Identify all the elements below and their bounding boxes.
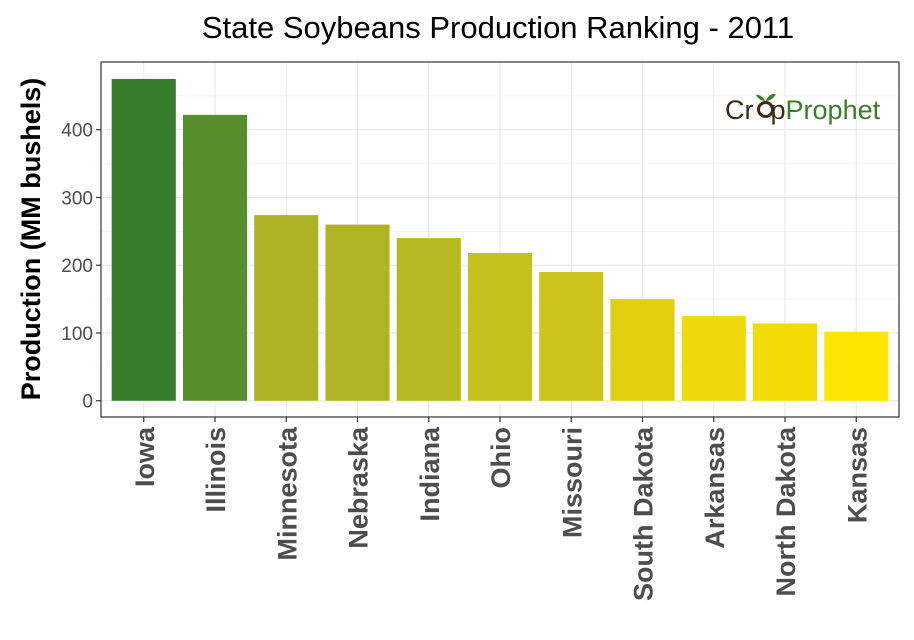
x-tick-label: Illinois [201, 427, 231, 513]
bar [752, 323, 818, 401]
bar [254, 215, 319, 401]
y-tick-label: 300 [61, 188, 93, 209]
bar [681, 316, 746, 401]
x-tick-label: South Dakota [629, 426, 659, 601]
x-tick-label: Ohio [486, 427, 516, 489]
x-tick-label: Minnesota [272, 426, 302, 560]
y-tick-label: 400 [61, 121, 93, 142]
chart-title: State Soybeans Production Ranking - 2011 [202, 10, 794, 45]
x-tick-label: Missouri [557, 427, 587, 538]
x-axis-ticks: Iowa Illinois Minnesota Nebraska Indiana Ohio… [130, 417, 872, 601]
logo-text-cr: Cr [725, 95, 754, 125]
bar [182, 114, 248, 401]
logo-sprout-o-icon [757, 101, 774, 118]
x-tick-label: Indiana [415, 426, 445, 521]
logo-sprout-leaf-icon [756, 93, 776, 101]
bars [111, 78, 889, 401]
bar [824, 331, 889, 401]
logo-text-p: p [771, 95, 786, 125]
y-tick-label: 100 [61, 324, 93, 345]
x-tick-label: Arkansas [700, 427, 730, 549]
bar [610, 299, 675, 401]
logo-text-prophet: Prophet [786, 95, 881, 125]
bar [396, 238, 461, 401]
x-tick-label: North Dakota [771, 426, 801, 596]
bar [539, 272, 604, 401]
bar [111, 78, 176, 401]
x-tick-label: Iowa [130, 426, 160, 487]
x-tick-label: Nebraska [344, 426, 374, 549]
y-axis-ticks: 0 100 200 300 400 [61, 121, 101, 413]
y-axis-label: Production (MM bushels) [16, 78, 46, 400]
bar [325, 224, 390, 401]
y-tick-label: 200 [61, 256, 93, 277]
cropprophet-logo: Cr pProphet [725, 93, 881, 125]
x-tick-label: Kansas [842, 427, 872, 523]
bar [467, 253, 533, 401]
y-tick-label: 0 [82, 392, 93, 413]
